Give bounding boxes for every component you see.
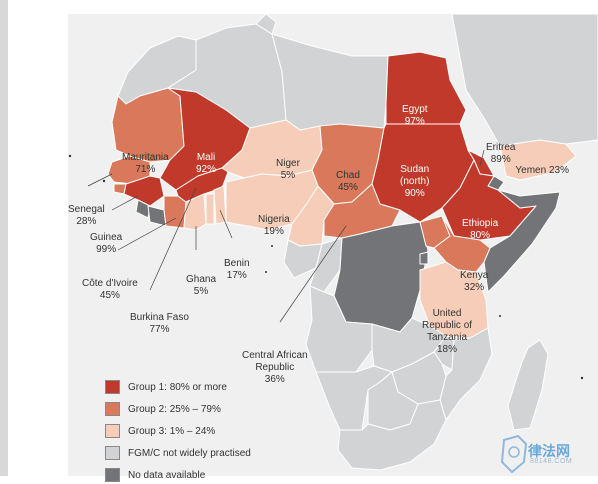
watermark-brand: 律法网: [528, 443, 570, 459]
legend-item-group1: Group 1: 80% or more: [105, 378, 227, 396]
region-cote-divoire: [163, 195, 187, 229]
watermark-url: 88148.COM: [530, 458, 573, 465]
label-senegal: Senegal 28%: [68, 204, 105, 227]
legend-swatch-not-practised: [105, 446, 120, 460]
legend-label-group3: Group 3: 1% – 24%: [128, 425, 216, 437]
label-kenya: Kenya 32%: [460, 270, 489, 293]
legend-item-group3: Group 3: 1% – 24%: [105, 422, 215, 440]
region-drc: [333, 221, 429, 333]
label-nigeria: Nigeria 19%: [258, 214, 290, 237]
label-cote-divoire: Côte d'Ivoire 45%: [82, 278, 138, 301]
label-yemen: Yemen 23%: [515, 165, 569, 176]
island-5: [499, 315, 501, 317]
legend-label-not-practised: FGM/C not widely practised: [128, 447, 251, 459]
region-south-africa: [337, 399, 447, 471]
region-egypt: [385, 51, 467, 125]
region-mozambique: [439, 327, 493, 421]
label-egypt: Egypt 97%: [402, 104, 428, 127]
island-3: [271, 245, 273, 247]
legend-swatch-no-data: [105, 468, 120, 482]
legend-item-group2: Group 2: 25% – 79%: [105, 400, 221, 418]
label-chad: Chad 45%: [336, 170, 360, 193]
label-tanzania: United Republic of Tanzania 18%: [422, 308, 473, 355]
label-mali: Mali 92%: [196, 152, 217, 175]
leader-benin: [219, 209, 233, 239]
leader-senegal: [87, 173, 113, 187]
region-togo: [205, 193, 215, 225]
legend-swatch-group1: [105, 380, 120, 394]
label-ghana: Ghana 5%: [186, 274, 217, 297]
legend-swatch-group3: [105, 424, 120, 438]
island-2: [102, 179, 106, 183]
region-libya: [271, 33, 389, 131]
label-ethiopia: Ethiopia 80%: [462, 218, 499, 241]
label-eritrea: Eritrea 89%: [486, 142, 516, 165]
leader-cote-divoire: [117, 217, 177, 251]
region-guinea: [123, 175, 165, 207]
label-guinea: Guinea 99%: [90, 232, 123, 255]
legend-item-no-data: No data available: [105, 466, 205, 484]
region-liberia: [147, 205, 167, 227]
legend-item-not-practised: FGM/C not widely practised: [105, 444, 251, 462]
legend-swatch-group2: [105, 402, 120, 416]
leader-guinea: [111, 195, 139, 211]
label-niger: Niger 5%: [276, 158, 300, 181]
island-1: [68, 154, 72, 158]
legend-label-group2: Group 2: 25% – 79%: [128, 403, 221, 415]
label-mauritania: Mauritania 71%: [122, 152, 169, 175]
region-sierra-leone: [135, 199, 151, 219]
island-4: [265, 271, 267, 273]
region-somalia: [483, 189, 561, 293]
leader-burkina-faso: [149, 187, 197, 291]
page-edge-bar: [0, 0, 8, 476]
island-6: [580, 376, 584, 380]
region-madagascar: [507, 339, 549, 431]
region-benin: [213, 185, 227, 225]
region-arabia: [451, 13, 598, 147]
legend-label-group1: Group 1: 80% or more: [128, 381, 227, 393]
label-car: Central African Republic 36%: [242, 350, 308, 385]
region-tunisia: [255, 13, 277, 35]
region-malawi: [433, 335, 455, 371]
label-benin: Benin 17%: [224, 258, 250, 281]
label-burkina-faso: Burkina Faso 77%: [130, 312, 189, 335]
region-rwanda: [419, 251, 429, 265]
leader-eritrea: [479, 149, 485, 167]
label-sudan: Sudan (north) 90%: [400, 164, 430, 199]
legend-label-no-data: No data available: [128, 469, 206, 481]
watermark-logo-icon: [500, 434, 528, 474]
leader-car: [279, 225, 347, 323]
